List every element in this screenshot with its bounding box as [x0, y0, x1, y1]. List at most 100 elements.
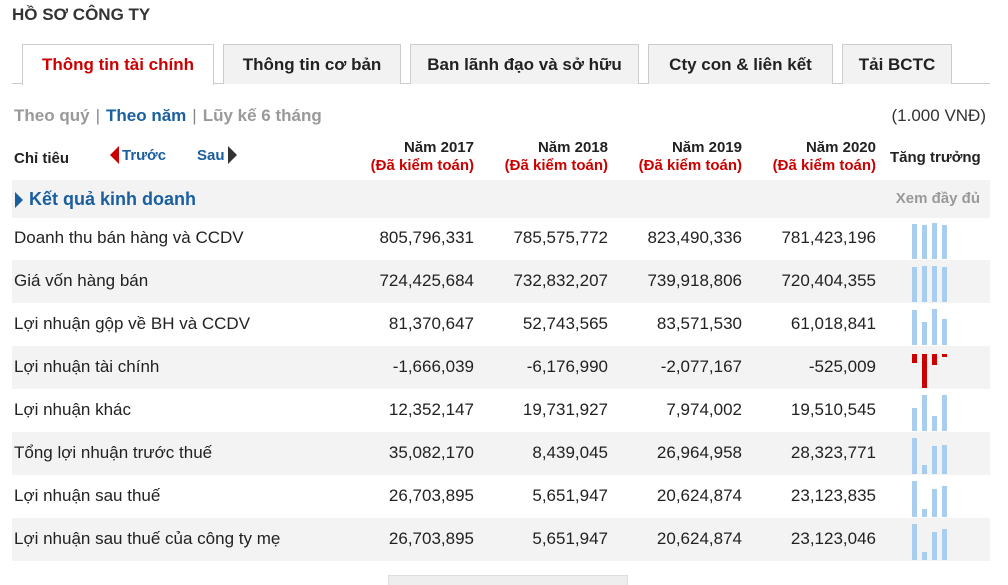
row-value: -1,666,039: [392, 357, 474, 376]
period-cumulative-link[interactable]: Lũy kế 6 tháng: [202, 106, 322, 125]
row-value: -2,077,167: [660, 357, 742, 376]
growth-header: Tăng trưởng: [890, 149, 981, 166]
row-value: 26,964,958: [656, 443, 742, 462]
spark-bar: [922, 509, 927, 517]
row-value: 805,796,331: [379, 228, 474, 247]
spark-bar: [932, 354, 937, 365]
spark-bar: [942, 267, 947, 302]
table-row: Lợi nhuận gộp về BH và CCDV 81,370,647 52,…: [12, 303, 990, 346]
row-value: 12,352,147: [388, 400, 474, 419]
row-value: 52,743,565: [522, 314, 608, 333]
row-label: Lợi nhuận gộp về BH và CCDV: [14, 314, 251, 333]
year-header: Năm 2018 (Đã kiểm toán): [468, 139, 608, 175]
row-label: Lợi nhuận sau thuế của công ty mẹ: [14, 529, 281, 548]
year-header: Năm 2020 (Đã kiểm toán): [736, 139, 876, 175]
row-value: 724,425,684: [379, 271, 474, 290]
row-value: -525,009: [808, 357, 876, 376]
spark-bar: [932, 532, 937, 560]
row-value: -6,176,990: [526, 357, 608, 376]
row-value: 83,571,530: [656, 314, 742, 333]
row-label: Lợi nhuận tài chính: [14, 357, 160, 376]
table-row: Doanh thu bán hàng và CCDV 805,796,331 785…: [12, 217, 990, 260]
row-label: Tổng lợi nhuận trước thuế: [14, 443, 213, 462]
spark-bar: [932, 266, 937, 302]
row-value: 785,575,772: [513, 228, 608, 247]
period-quarter-link[interactable]: Theo quý: [14, 106, 90, 125]
spark-bar: [912, 267, 917, 302]
spark-bar: [912, 310, 917, 345]
spark-bar: [912, 481, 917, 517]
triangle-left-icon: [110, 146, 119, 164]
spark-bar: [932, 446, 937, 474]
spark-bar: [912, 224, 917, 259]
spark-bar: [932, 416, 937, 431]
row-value: 81,370,647: [388, 314, 474, 333]
bottom-panel-edge: [388, 575, 628, 585]
audit-label: (Đã kiểm toán): [638, 157, 742, 174]
table-row: Lợi nhuận sau thuế 26,703,895 5,651,947 20,…: [12, 475, 990, 518]
audit-label: (Đã kiểm toán): [370, 157, 474, 174]
spark-bar: [932, 489, 937, 517]
row-value: 5,651,947: [532, 486, 608, 505]
spark-bar: [942, 225, 947, 259]
spark-bar: [942, 354, 947, 357]
tab-subsidiaries[interactable]: Cty con & liên kết: [648, 44, 833, 84]
audit-label: (Đã kiểm toán): [772, 157, 876, 174]
tab-management-ownership[interactable]: Ban lãnh đạo và sở hữu: [410, 44, 639, 84]
spark-bar: [942, 445, 947, 474]
row-value: 20,624,874: [656, 529, 742, 548]
section-header: Kết quả kinh doanh Xem đầy đủ: [12, 180, 990, 218]
year-label: Năm 2020: [805, 139, 876, 156]
prev-button[interactable]: Trước: [110, 146, 166, 164]
row-value: 35,082,170: [388, 443, 474, 462]
period-selector: Theo quý | Theo năm | Lũy kế 6 tháng: [14, 106, 322, 126]
table-row: Giá vốn hàng bán 724,425,684 732,832,207 73…: [12, 260, 990, 303]
row-label: Lợi nhuận sau thuế: [14, 486, 161, 505]
row-value: 19,731,927: [522, 400, 608, 419]
year-label: Năm 2019: [671, 139, 742, 156]
growth-sparkline: [912, 348, 954, 388]
row-value: 19,510,545: [790, 400, 876, 419]
row-value: 8,439,045: [532, 443, 608, 462]
growth-sparkline: [912, 305, 954, 345]
spark-bar: [922, 266, 927, 302]
year-header: Năm 2017 (Đã kiểm toán): [334, 139, 474, 175]
spark-bar: [942, 529, 947, 560]
spark-bar: [912, 354, 917, 363]
row-value: 26,703,895: [388, 486, 474, 505]
view-full-link[interactable]: Xem đầy đủ: [895, 190, 980, 207]
row-value: 28,323,771: [790, 443, 876, 462]
audit-label: (Đã kiểm toán): [504, 157, 608, 174]
tab-download-reports[interactable]: Tải BCTC: [842, 44, 952, 84]
year-label: Năm 2017: [403, 139, 474, 156]
section-title[interactable]: Kết quả kinh doanh: [29, 189, 197, 209]
spark-bar: [922, 322, 927, 345]
tab-basic-info[interactable]: Thông tin cơ bản: [223, 44, 401, 84]
row-value: 720,404,355: [781, 271, 876, 290]
row-value: 781,423,196: [781, 228, 876, 247]
spark-bar: [922, 465, 927, 474]
period-year-link[interactable]: Theo năm: [105, 106, 187, 125]
table-row: Lợi nhuận tài chính -1,666,039 -6,176,990 -…: [12, 346, 990, 389]
growth-sparkline: [912, 391, 954, 431]
spark-bar: [932, 223, 937, 259]
next-label: Sau: [197, 146, 225, 164]
next-button[interactable]: Sau: [197, 146, 237, 164]
year-label: Năm 2018: [537, 139, 608, 156]
prev-label: Trước: [122, 146, 167, 164]
spark-bar: [912, 438, 917, 474]
row-value: 732,832,207: [513, 271, 608, 290]
growth-sparkline: [912, 219, 954, 259]
spark-bar: [942, 319, 947, 345]
separator: |: [95, 106, 100, 125]
tab-bar: Thông tin tài chính Thông tin cơ bản Ban…: [0, 44, 1008, 85]
row-value: 61,018,841: [790, 314, 876, 333]
row-value: 739,918,806: [647, 271, 742, 290]
row-label: Doanh thu bán hàng và CCDV: [14, 228, 244, 247]
page-title: HỒ SƠ CÔNG TY: [12, 5, 151, 24]
row-value: 23,123,835: [790, 486, 876, 505]
tab-financial-info[interactable]: Thông tin tài chính: [22, 44, 214, 85]
triangle-right-icon: [227, 146, 237, 164]
spark-bar: [922, 354, 927, 388]
row-value: 23,123,046: [790, 529, 876, 548]
